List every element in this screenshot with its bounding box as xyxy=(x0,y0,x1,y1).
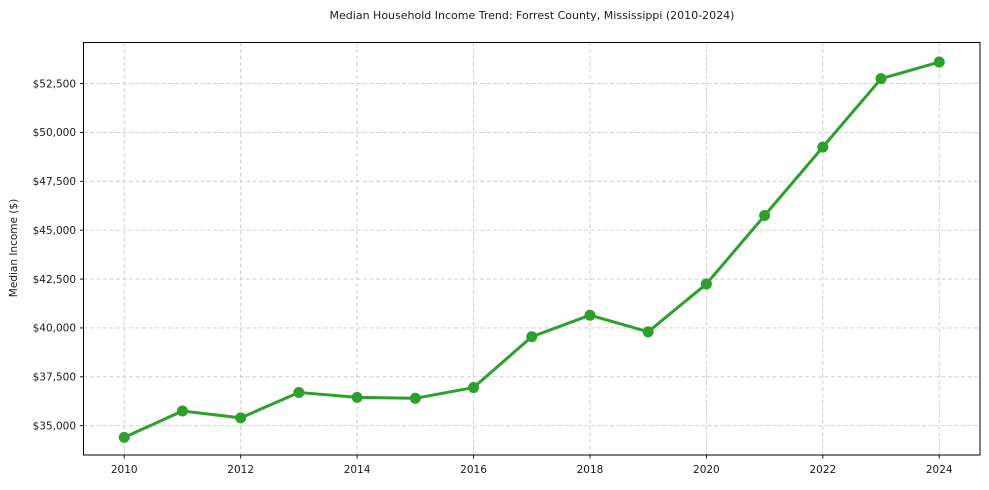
data-point-2024 xyxy=(933,56,945,68)
x-tick-label: 2022 xyxy=(809,464,836,476)
x-tick-label: 2014 xyxy=(344,464,371,476)
data-point-2014 xyxy=(351,391,363,403)
chart-title: Median Household Income Trend: Forrest C… xyxy=(329,9,735,22)
data-point-2019 xyxy=(642,326,654,338)
y-tick-label: $47,500 xyxy=(33,176,76,188)
x-tick-label: 2018 xyxy=(577,464,604,476)
data-point-2011 xyxy=(176,405,188,417)
data-point-2012 xyxy=(235,412,247,424)
y-tick-label: $50,000 xyxy=(33,127,76,139)
y-tick-label: $45,000 xyxy=(33,225,76,237)
x-tick-label: 2016 xyxy=(460,464,487,476)
axes-spines xyxy=(83,42,981,456)
y-tick-label: $37,500 xyxy=(33,372,76,384)
data-point-2015 xyxy=(409,392,421,404)
data-point-2018 xyxy=(584,309,596,321)
y-tick-label: $42,500 xyxy=(33,274,76,286)
data-point-2022 xyxy=(817,141,829,153)
data-point-2023 xyxy=(875,73,887,85)
x-tick-label: 2012 xyxy=(227,464,254,476)
y-tick-label: $52,500 xyxy=(33,78,76,90)
y-tick-label: $35,000 xyxy=(33,420,76,432)
data-point-2013 xyxy=(293,386,305,398)
data-point-2017 xyxy=(526,331,538,343)
data-point-2016 xyxy=(468,382,480,394)
y-tick-label: $40,000 xyxy=(33,323,76,335)
x-tick-label: 2024 xyxy=(926,464,953,476)
data-point-2021 xyxy=(759,210,771,222)
income-trend-line xyxy=(122,60,941,439)
data-point-2010 xyxy=(118,431,130,443)
x-tick-label: 2020 xyxy=(693,464,720,476)
data-point-2020 xyxy=(700,278,712,290)
x-tick-label: 2010 xyxy=(111,464,138,476)
